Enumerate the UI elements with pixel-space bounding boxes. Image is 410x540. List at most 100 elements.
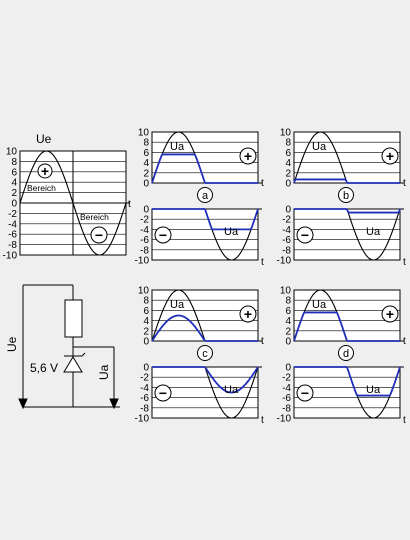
svg-text:−: −	[301, 385, 309, 401]
variant-d-badge: d	[338, 345, 354, 361]
input-y-tick: -2	[8, 209, 17, 220]
panel-y-tick: -8	[140, 403, 149, 414]
panel-y-tick: -6	[140, 235, 149, 246]
panel-output-wave	[152, 366, 259, 394]
panel-y-tick: -4	[140, 225, 149, 236]
panel-y-tick: -10	[135, 256, 150, 267]
panel-y-tick: 6	[285, 306, 291, 317]
panel-plus-sign: +	[239, 305, 257, 323]
panel-y-tick: 10	[138, 128, 150, 139]
panel-plus-sign: +	[239, 147, 257, 165]
panel-output-wave	[294, 208, 401, 214]
svg-text:a: a	[202, 190, 209, 202]
panel-y-tick: 4	[285, 158, 291, 169]
zener-diode-symbol	[63, 352, 86, 373]
input-y-tick: 10	[6, 147, 18, 158]
negative-half-sign: −	[90, 226, 108, 244]
panel-time-label: t	[261, 257, 264, 268]
panel-output-wave	[293, 311, 400, 342]
variant-a-badge: a	[197, 187, 213, 203]
svg-text:−: −	[301, 227, 309, 243]
svg-text:+: +	[244, 148, 252, 164]
variant-c-negative-panel: 0-2-4-6-8-10 t Ua −	[135, 363, 264, 427]
zener-clipper-circuit	[18, 284, 120, 410]
series-resistor	[64, 299, 83, 338]
panel-time-label: t	[403, 336, 406, 347]
variant-c-badge: c	[197, 345, 213, 361]
input-y-tick: -6	[8, 230, 17, 241]
panel-y-tick: -4	[282, 225, 291, 236]
panel-y-tick: -8	[282, 403, 291, 414]
svg-text:c: c	[202, 348, 208, 360]
panel-minus-sign: −	[154, 384, 172, 402]
panel-sine-wave	[204, 366, 259, 419]
panel-y-tick: 0	[143, 337, 149, 348]
variant-b-negative-panel: 0-2-4-6-8-10 t Ua −	[277, 205, 406, 269]
panel-time-label: t	[261, 415, 264, 426]
panel-y-tick: 6	[143, 306, 149, 317]
panel-minus-sign: −	[296, 226, 314, 244]
panel-y-tick: 4	[143, 316, 149, 327]
panel-ua-label: Ua	[224, 226, 239, 238]
panel-time-label: t	[261, 336, 264, 347]
panel-output-wave	[151, 153, 258, 184]
panel-y-tick: 8	[285, 138, 291, 149]
panel-y-tick: -10	[135, 414, 150, 425]
input-plot-title: Ue	[36, 132, 52, 146]
positive-half-sign: +	[37, 163, 53, 179]
panel-sine-wave	[204, 208, 259, 261]
svg-text:−: −	[159, 385, 167, 401]
svg-text:d: d	[343, 348, 349, 360]
panel-ua-label: Ua	[224, 384, 239, 396]
panel-y-tick: 8	[285, 296, 291, 307]
svg-text:+: +	[386, 306, 394, 322]
panel-y-tick: 0	[143, 179, 149, 190]
panel-plus-sign: +	[381, 305, 399, 323]
panel-time-label: t	[403, 178, 406, 189]
panel-sine-wave	[346, 208, 401, 261]
panel-ua-label: Ua	[312, 141, 327, 153]
panel-minus-sign: −	[154, 226, 172, 244]
panel-y-tick: 10	[280, 286, 292, 297]
panel-y-tick: 0	[285, 179, 291, 190]
panel-y-tick: 2	[143, 168, 149, 179]
panel-output-wave	[151, 314, 258, 342]
panel-ua-label: Ua	[170, 299, 185, 311]
positive-range-label: Bereich	[27, 183, 56, 193]
input-y-tick: -4	[8, 219, 17, 230]
panel-output-wave	[293, 178, 400, 184]
panel-y-tick: -6	[282, 235, 291, 246]
panel-time-label: t	[403, 257, 406, 268]
panel-y-tick: 2	[285, 326, 291, 337]
variant-a-negative-panel: 0-2-4-6-8-10 t Ua −	[135, 205, 264, 269]
input-arrow-head	[18, 398, 28, 410]
panel-y-tick: -2	[140, 373, 149, 384]
panel-y-tick: -6	[282, 393, 291, 404]
negative-range-label: Bereich	[80, 212, 109, 222]
input-y-tick: 0	[11, 199, 17, 210]
svg-text:+: +	[244, 306, 252, 322]
panel-y-tick: -10	[277, 256, 292, 267]
input-y-tick: 6	[11, 167, 17, 178]
panel-y-tick: -8	[140, 245, 149, 256]
panel-y-tick: -2	[140, 215, 149, 226]
panel-time-label: t	[403, 415, 406, 426]
input-y-tick: 8	[11, 157, 17, 168]
svg-text:+: +	[386, 148, 394, 164]
panel-y-tick: 2	[143, 326, 149, 337]
panel-y-tick: 8	[143, 296, 149, 307]
input-y-tick: -10	[3, 251, 18, 262]
input-sine-wave	[19, 150, 127, 256]
panel-y-tick: 6	[143, 148, 149, 159]
panel-output-wave	[294, 366, 401, 397]
panel-y-tick: -2	[282, 373, 291, 384]
panel-y-tick: 0	[143, 205, 149, 216]
